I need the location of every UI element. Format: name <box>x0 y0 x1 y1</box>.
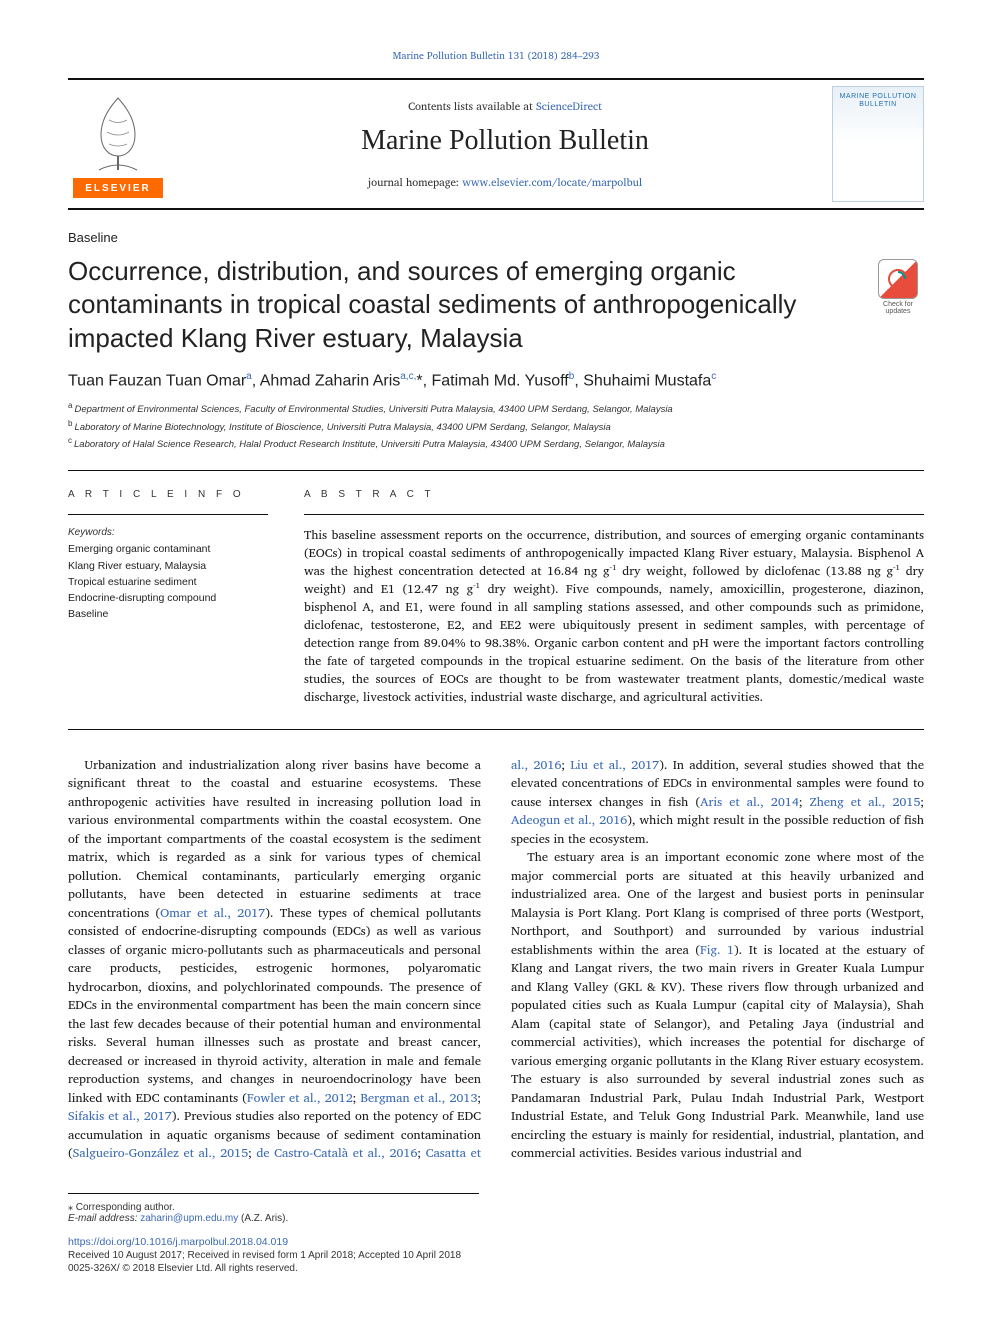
cite-link[interactable]: Zheng et al., 2015 <box>810 792 921 812</box>
cite-link[interactable]: Aris et al., 2014 <box>700 792 799 812</box>
footnotes: ⁎ Corresponding author. E-mail address: … <box>68 1193 479 1224</box>
journal-homepage-line: journal homepage: www.elsevier.com/locat… <box>368 173 642 191</box>
divider <box>304 514 924 515</box>
keywords-list: Emerging organic contaminantKlang River … <box>68 541 268 622</box>
journal-cover-thumbnail: MARINE POLLUTION BULLETIN <box>832 86 924 202</box>
article-info-column: A R T I C L E I N F O Keywords: Emerging… <box>68 489 268 707</box>
journal-homepage-link[interactable]: www.elsevier.com/locate/marpolbul <box>462 173 642 191</box>
article-info-heading: A R T I C L E I N F O <box>68 489 268 500</box>
cite-link[interactable]: Omar et al., 2017 <box>160 903 265 923</box>
homepage-prefix: journal homepage: <box>368 173 462 191</box>
sciencedirect-link[interactable]: ScienceDirect <box>536 97 602 115</box>
email-attribution: (A.Z. Aris). <box>241 1213 288 1224</box>
abstract-text: This baseline assessment reports on the … <box>304 527 924 707</box>
cite-link[interactable]: Bergman et al., 2013 <box>360 1088 477 1108</box>
author-list: Tuan Fauzan Tuan Omara, Ahmad Zaharin Ar… <box>68 371 924 390</box>
crossmark-icon <box>878 259 918 299</box>
figure-ref-link[interactable]: Fig. 1 <box>700 940 734 960</box>
email-label: E-mail address: <box>68 1213 137 1224</box>
affiliations: aDepartment of Environmental Sciences, F… <box>68 400 924 452</box>
elsevier-wordmark: ELSEVIER <box>73 178 163 198</box>
email-line: E-mail address: zaharin@upm.edu.my (A.Z.… <box>68 1213 479 1224</box>
journal-name: Marine Pollution Bulletin <box>361 125 649 157</box>
corresponding-email-link[interactable]: zaharin@upm.edu.my <box>140 1213 238 1224</box>
abstract-heading: A B S T R A C T <box>304 489 924 500</box>
elsevier-tree-icon <box>79 90 157 178</box>
cover-title-text: MARINE POLLUTION BULLETIN <box>837 93 919 109</box>
contents-list-line: Contents lists available at ScienceDirec… <box>408 97 602 115</box>
cite-link[interactable]: Adeogun et al., 2016 <box>511 810 627 830</box>
check-for-updates-badge[interactable]: Check for updates <box>872 259 924 316</box>
cite-link[interactable]: Fowler et al., 2012 <box>247 1088 353 1108</box>
corresponding-author-note: ⁎ Corresponding author. <box>68 1202 479 1213</box>
cite-link[interactable]: Sifakis et al., 2017 <box>68 1106 172 1126</box>
abstract-column: A B S T R A C T This baseline assessment… <box>304 489 924 707</box>
divider <box>68 470 924 471</box>
divider <box>68 514 268 515</box>
cite-link[interactable]: de Castro-Català et al., <box>256 1143 384 1163</box>
article-type: Baseline <box>68 230 924 245</box>
keywords-label: Keywords: <box>68 527 268 538</box>
journal-header-center: Contents lists available at ScienceDirec… <box>178 86 832 202</box>
doi-link[interactable]: https://doi.org/10.1016/j.marpolbul.2018… <box>68 1236 924 1248</box>
running-head: Marine Pollution Bulletin 131 (2018) 284… <box>68 48 924 64</box>
article-history: Received 10 August 2017; Received in rev… <box>68 1250 924 1261</box>
cite-link[interactable]: Salgueiro-González et al., 2015 <box>73 1143 249 1163</box>
divider <box>68 729 924 730</box>
cite-link[interactable]: 2016 <box>389 1143 417 1163</box>
cite-link[interactable]: Liu et al., 2017 <box>570 755 659 775</box>
article-title: Occurrence, distribution, and sources of… <box>68 255 856 355</box>
check-for-updates-label: Check for updates <box>872 301 924 316</box>
copyright-line: 0025-326X/ © 2018 Elsevier Ltd. All righ… <box>68 1263 924 1274</box>
publisher-logo-block: ELSEVIER <box>68 86 178 202</box>
running-head-link[interactable]: Marine Pollution Bulletin 131 (2018) 284… <box>393 48 600 64</box>
body-text: Urbanization and industrialization along… <box>68 756 924 1163</box>
contents-prefix: Contents lists available at <box>408 97 536 115</box>
journal-header: ELSEVIER Contents lists available at Sci… <box>68 78 924 210</box>
